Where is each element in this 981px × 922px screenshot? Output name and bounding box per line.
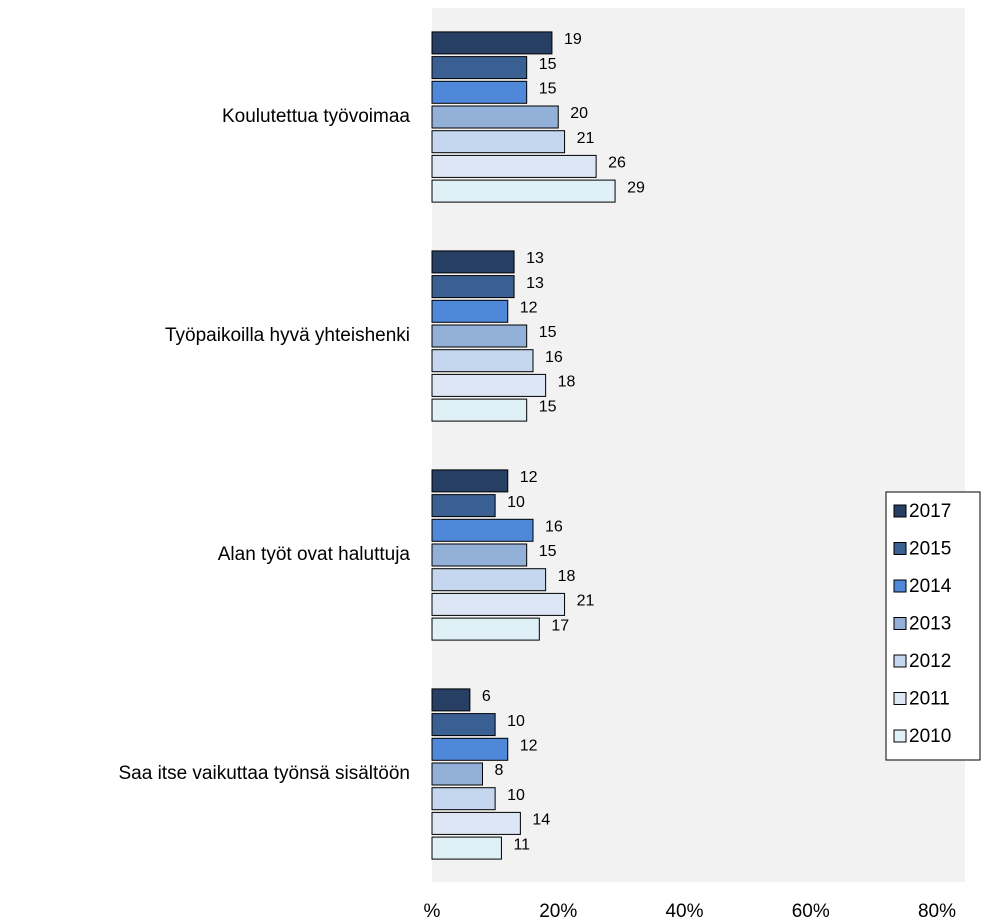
- x-tick-label: %: [424, 901, 441, 922]
- x-tick-label: 60%: [792, 901, 830, 922]
- value-label: 16: [545, 349, 563, 366]
- bar: [431, 349, 534, 373]
- legend-swatch: [893, 579, 907, 593]
- bar: [431, 713, 496, 737]
- bar: [431, 179, 616, 203]
- bar: [431, 324, 528, 348]
- legend-swatch: [893, 692, 907, 705]
- value-label: 26: [608, 155, 626, 172]
- bar: [431, 105, 559, 129]
- value-label: 14: [532, 812, 550, 829]
- category-label: Alan työt ovat haluttuja: [218, 544, 411, 565]
- value-label: 13: [526, 250, 544, 267]
- legend-label: 2010: [909, 726, 951, 747]
- bar: [431, 469, 509, 493]
- bar: [431, 80, 528, 104]
- legend-label: 2015: [909, 539, 951, 560]
- x-tick-label: 80%: [918, 901, 956, 922]
- value-label: 8: [495, 762, 504, 779]
- value-label: 10: [507, 787, 525, 804]
- value-label: 16: [545, 519, 563, 536]
- value-label: 15: [539, 324, 557, 341]
- bar: [431, 617, 540, 641]
- value-label: 18: [558, 568, 576, 585]
- bar: [431, 130, 566, 154]
- value-label: 29: [627, 179, 645, 196]
- x-tick-label: 40%: [665, 901, 703, 922]
- bar: [431, 762, 483, 786]
- legend-label: 2017: [909, 501, 951, 522]
- category-label: Työpaikoilla hyvä yhteishenki: [165, 325, 410, 346]
- legend-swatch: [893, 617, 907, 630]
- value-label: 20: [570, 105, 588, 122]
- bar: [431, 373, 547, 397]
- bar: [431, 543, 528, 567]
- value-label: 6: [482, 688, 491, 705]
- bar: [431, 518, 534, 542]
- value-label: 12: [520, 469, 538, 486]
- legend-swatch: [893, 729, 907, 743]
- value-label: 15: [539, 543, 557, 560]
- bar: [431, 398, 528, 422]
- bar: [431, 811, 521, 835]
- plot-area: [432, 8, 965, 882]
- bar: [431, 688, 471, 712]
- value-label: 12: [520, 738, 538, 755]
- bar: [431, 836, 502, 860]
- bar: [431, 31, 553, 55]
- bar: [431, 299, 509, 323]
- value-label: 18: [558, 374, 576, 391]
- bar: [431, 250, 515, 274]
- value-label: 15: [539, 398, 557, 415]
- bar: [431, 592, 566, 616]
- x-tick-label: 20%: [539, 901, 577, 922]
- bar: [431, 737, 509, 761]
- value-label: 15: [539, 56, 557, 73]
- value-label: 21: [577, 130, 595, 147]
- value-label: 13: [526, 275, 544, 292]
- legend-swatch: [893, 654, 907, 668]
- value-label: 10: [507, 713, 525, 730]
- legend-swatch: [893, 542, 907, 555]
- bar: [431, 56, 528, 80]
- bar: [431, 787, 496, 811]
- value-label: 11: [513, 836, 530, 853]
- value-label: 21: [577, 593, 595, 610]
- legend-label: 2013: [909, 614, 951, 635]
- value-label: 15: [539, 81, 557, 98]
- legend-label: 2012: [909, 651, 951, 672]
- value-label: 17: [551, 617, 569, 634]
- category-label: Saa itse vaikuttaa työnsä sisältöön: [118, 763, 410, 784]
- category-label: Koulutettua työvoimaa: [222, 106, 410, 127]
- value-label: 10: [507, 494, 525, 511]
- bar: [431, 275, 515, 299]
- value-label: 12: [520, 300, 538, 317]
- bar: [431, 494, 496, 518]
- legend-label: 2014: [909, 576, 952, 597]
- legend-swatch: [893, 504, 907, 518]
- legend-label: 2011: [909, 689, 950, 710]
- value-label: 19: [564, 31, 582, 48]
- bar: [431, 568, 547, 592]
- bar: [431, 154, 597, 178]
